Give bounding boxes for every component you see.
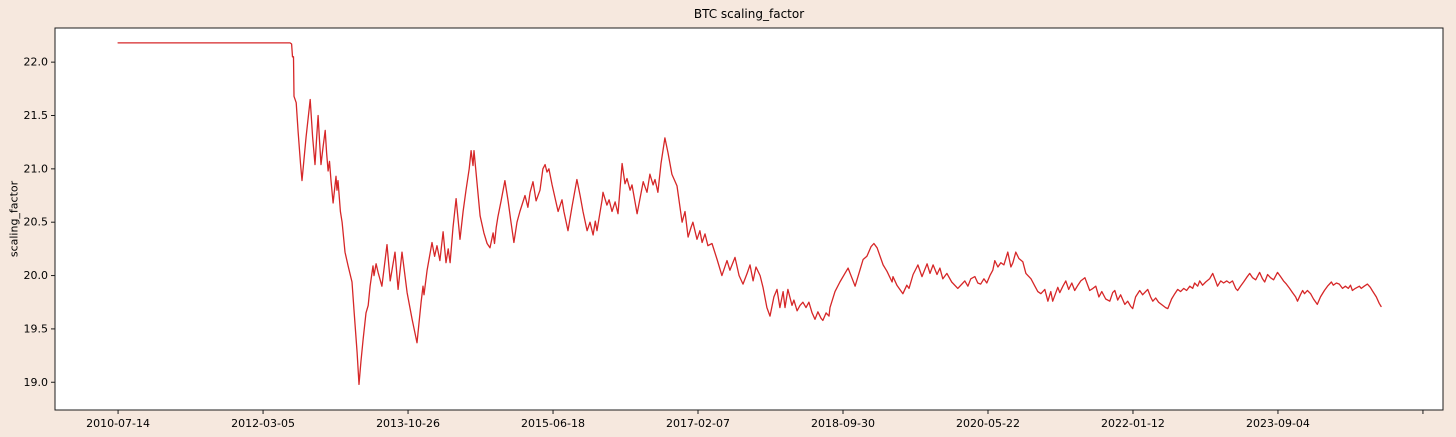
x-tick-label: 2015-06-18 [521, 417, 585, 430]
x-tick-label: 2023-09-04 [1246, 417, 1310, 430]
plot-area [55, 28, 1443, 410]
x-tick-label: 2022-01-12 [1101, 417, 1165, 430]
x-tick-label: 2017-02-07 [666, 417, 730, 430]
x-tick-label: 2010-07-14 [86, 417, 150, 430]
y-tick-label: 19.5 [24, 322, 49, 335]
y-tick-label: 22.0 [24, 56, 49, 69]
y-tick-label: 20.5 [24, 216, 49, 229]
x-tick-label: 2020-05-22 [956, 417, 1020, 430]
y-tick-label: 21.5 [24, 109, 49, 122]
y-tick-label: 21.0 [24, 162, 49, 175]
series-line [117, 42, 1382, 386]
y-tick-label: 20.0 [24, 269, 49, 282]
chart-title: BTC scaling_factor [693, 7, 805, 21]
y-tick-label: 19.0 [24, 376, 49, 389]
x-tick-label: 2018-09-30 [811, 417, 875, 430]
x-tick-label: 2013-10-26 [376, 417, 440, 430]
axes-frame [54, 27, 1444, 411]
x-tick-label: 2012-03-05 [231, 417, 295, 430]
